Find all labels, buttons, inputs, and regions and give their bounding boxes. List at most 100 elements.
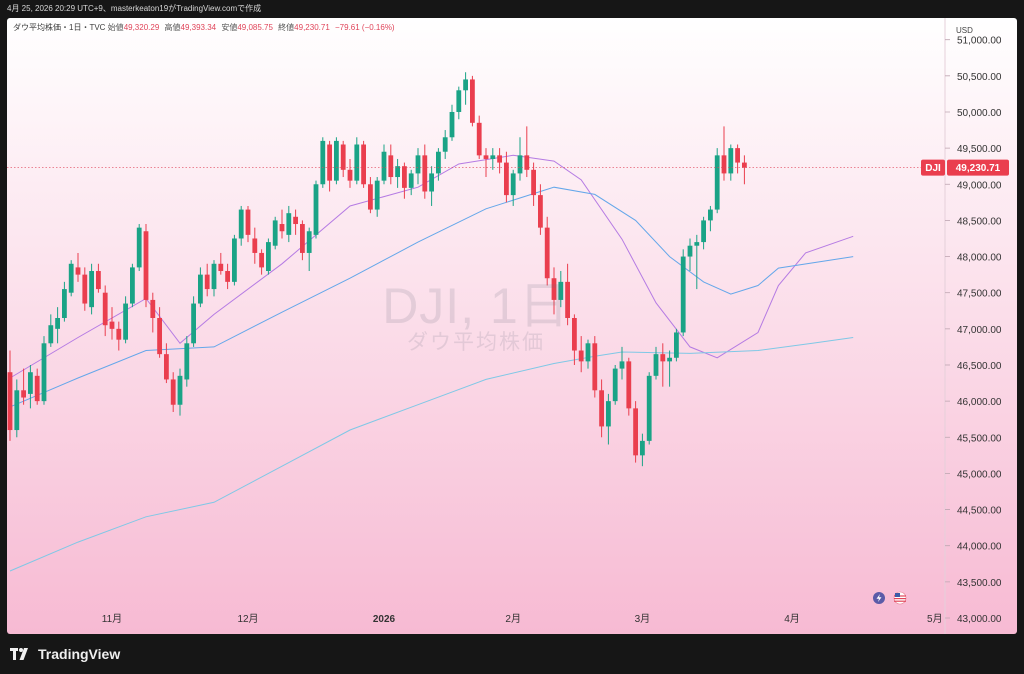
candle[interactable] <box>558 271 564 308</box>
candle[interactable] <box>721 126 727 181</box>
candle[interactable] <box>164 343 169 384</box>
candle[interactable] <box>667 350 672 387</box>
candle[interactable] <box>687 238 693 272</box>
candle[interactable] <box>497 148 502 174</box>
candle[interactable] <box>694 234 700 290</box>
candle[interactable] <box>538 184 543 235</box>
candle[interactable] <box>674 328 679 362</box>
candle[interactable] <box>701 216 706 250</box>
price-chart[interactable]: USD 43,000.00 43,500.00 44,000.00 44,500.00… <box>7 18 1017 634</box>
candle[interactable] <box>259 249 264 275</box>
candle[interactable] <box>28 364 33 409</box>
candle[interactable] <box>354 137 360 185</box>
candle[interactable] <box>728 144 734 181</box>
candle[interactable] <box>211 260 217 297</box>
candle[interactable] <box>415 148 421 185</box>
candle[interactable] <box>245 205 251 243</box>
candle[interactable] <box>585 339 591 369</box>
candle[interactable] <box>272 216 278 250</box>
candle[interactable] <box>157 307 162 358</box>
candle[interactable] <box>429 166 434 206</box>
candle[interactable] <box>408 169 414 196</box>
candle[interactable] <box>130 263 135 308</box>
candle[interactable] <box>109 307 115 340</box>
candle[interactable] <box>170 372 176 412</box>
candle[interactable] <box>313 180 319 239</box>
candle[interactable] <box>565 263 570 326</box>
candle[interactable] <box>374 177 380 217</box>
candle[interactable] <box>306 227 312 272</box>
candle[interactable] <box>510 169 516 206</box>
candle[interactable] <box>82 267 88 311</box>
candle[interactable] <box>653 346 659 380</box>
candle[interactable] <box>531 162 536 206</box>
candle[interactable] <box>436 148 441 181</box>
candle[interactable] <box>198 267 203 308</box>
candle[interactable] <box>279 209 285 239</box>
candle[interactable] <box>544 216 550 286</box>
candle[interactable] <box>735 144 740 174</box>
candle[interactable] <box>218 252 224 275</box>
candle[interactable] <box>456 86 462 120</box>
candle[interactable] <box>184 336 190 387</box>
candle[interactable] <box>252 227 258 264</box>
candle[interactable] <box>402 162 407 199</box>
candle[interactable] <box>300 220 305 261</box>
candle[interactable] <box>55 307 60 344</box>
candle[interactable] <box>232 234 237 286</box>
candle[interactable] <box>714 148 720 214</box>
candle[interactable] <box>293 209 298 235</box>
candle[interactable] <box>62 281 67 322</box>
candle[interactable] <box>463 72 468 105</box>
candle[interactable] <box>572 314 577 365</box>
candle[interactable] <box>619 346 625 380</box>
candle[interactable] <box>504 151 509 203</box>
candle[interactable] <box>633 401 638 463</box>
candle[interactable] <box>606 393 611 445</box>
candle[interactable] <box>646 372 652 445</box>
brand-logo[interactable]: TradingView <box>10 646 120 662</box>
candle[interactable] <box>34 368 40 405</box>
candle[interactable] <box>742 155 747 185</box>
candle[interactable] <box>524 126 530 178</box>
candle[interactable] <box>449 104 455 141</box>
candle[interactable] <box>599 379 604 438</box>
candle[interactable] <box>266 238 271 275</box>
candle[interactable] <box>361 140 366 188</box>
candle[interactable] <box>578 336 584 373</box>
candle[interactable] <box>470 75 475 127</box>
chart-panel[interactable]: USD 43,000.00 43,500.00 44,000.00 44,500.00… <box>7 18 1017 634</box>
candle[interactable] <box>476 115 482 159</box>
candle[interactable] <box>48 314 54 347</box>
candle[interactable] <box>191 296 196 347</box>
us-flag-icon[interactable] <box>893 591 907 605</box>
candle[interactable] <box>395 158 400 188</box>
candle[interactable] <box>347 158 353 188</box>
candle[interactable] <box>116 321 122 351</box>
candle[interactable] <box>143 224 149 308</box>
candle[interactable] <box>238 205 244 246</box>
candle[interactable] <box>381 144 387 185</box>
candle[interactable] <box>368 177 373 214</box>
candle[interactable] <box>286 205 292 243</box>
candle[interactable] <box>680 249 686 337</box>
candle[interactable] <box>708 205 713 232</box>
candle[interactable] <box>177 368 183 416</box>
candle[interactable] <box>204 263 210 297</box>
candle[interactable] <box>660 343 666 387</box>
lightning-icon[interactable] <box>873 592 885 604</box>
candle[interactable] <box>483 148 489 178</box>
candle[interactable] <box>320 137 326 188</box>
candle[interactable] <box>327 140 332 192</box>
candle[interactable] <box>340 140 346 178</box>
candle[interactable] <box>136 224 142 272</box>
candle[interactable] <box>612 364 618 405</box>
candle[interactable] <box>75 252 81 282</box>
candle[interactable] <box>592 336 598 398</box>
candle[interactable] <box>517 137 523 181</box>
candle[interactable] <box>102 285 108 337</box>
candle[interactable] <box>41 336 47 405</box>
candle[interactable] <box>96 263 101 293</box>
candle[interactable] <box>551 267 557 315</box>
candle[interactable] <box>388 144 394 185</box>
